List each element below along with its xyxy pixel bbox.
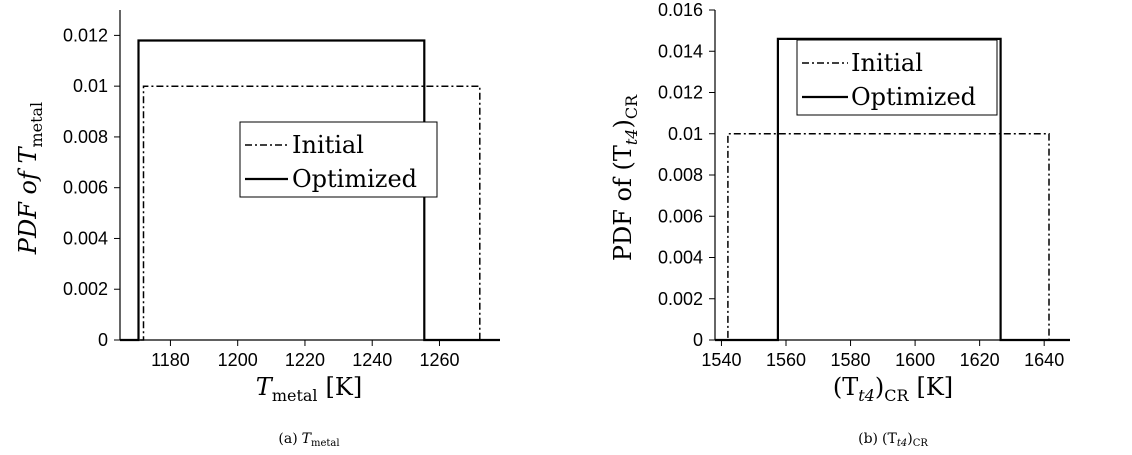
chart-a-y-label: PDF of Tmetal bbox=[14, 102, 46, 255]
chart-b-x-tick-label: 1620 bbox=[960, 350, 1000, 370]
chart-a-legend-box bbox=[239, 121, 438, 198]
chart-a-y-tick-label: 0.008 bbox=[63, 127, 108, 147]
chart-a-series-optimized bbox=[120, 39, 500, 342]
chart-a-x-tick-label: 1200 bbox=[218, 350, 258, 370]
chart-b-y-label: PDF of (Tt4)CR bbox=[609, 94, 641, 261]
chart-a-x-label: Tmetal [K] bbox=[256, 373, 362, 405]
chart-b-caption-sub: t4 bbox=[897, 438, 907, 449]
chart-b-x-label: (Tt4)CR [K] bbox=[833, 373, 953, 405]
chart-b-x-label-sub2: CR bbox=[884, 386, 909, 405]
chart-b-y-tick-label: 0.01 bbox=[668, 124, 703, 144]
chart-b-x-tick-label: 1540 bbox=[701, 350, 741, 370]
chart-b: 1540 1560 1580 1600 1620 1640 0 0.002 0.004 0.00… bbox=[609, 0, 1070, 449]
chart-b-legend-optimized-label: Optimized bbox=[851, 83, 976, 111]
chart-a-x-label-unit: [K] bbox=[326, 373, 363, 401]
chart-b-y-label-close: ) bbox=[609, 119, 637, 128]
chart-b-legend-box bbox=[796, 39, 998, 116]
chart-b-y-label-main: PDF of (T bbox=[609, 145, 637, 261]
chart-b-x-label-unit: [K] bbox=[917, 373, 954, 401]
chart-a-y-tick-label: 0.002 bbox=[63, 279, 108, 299]
chart-b-y-label-sub: t4 bbox=[622, 129, 641, 146]
chart-b-y-tick-label: 0.004 bbox=[658, 248, 703, 268]
chart-a-legend-optimized-label: Optimized bbox=[292, 165, 417, 193]
chart-b-x-label-main: (T bbox=[833, 373, 858, 401]
chart-a-y-tick-label: 0.006 bbox=[63, 178, 108, 198]
chart-b-y-tick-label: 0.012 bbox=[658, 83, 703, 103]
chart-b-x-label-close: ) bbox=[875, 373, 884, 401]
chart-b-legend: Initial Optimized bbox=[796, 39, 998, 116]
chart-b-y-tick-label: 0.006 bbox=[658, 206, 703, 226]
chart-a-caption: (a) Tmetal bbox=[278, 431, 339, 449]
chart-a-x-tick-label: 1260 bbox=[419, 350, 459, 370]
chart-a: 1180 1200 1220 1240 1260 0 0.002 0.004 0.006 0.0… bbox=[14, 10, 500, 449]
chart-a-legend: Initial Optimized bbox=[239, 121, 438, 198]
chart-b-caption: (b) (Tt4)CR bbox=[858, 431, 928, 449]
chart-b-legend-initial-label: Initial bbox=[851, 49, 923, 77]
chart-b-y-tick-label: 0.014 bbox=[658, 41, 703, 61]
chart-b-caption-prefix: (b) bbox=[858, 431, 878, 447]
chart-a-x-label-sub: metal bbox=[272, 386, 318, 405]
chart-a-caption-sub: metal bbox=[311, 438, 340, 449]
chart-b-y-tick-label: 0 bbox=[693, 330, 703, 350]
chart-b-x-label-sub: t4 bbox=[858, 386, 875, 405]
chart-b-caption-close: ) bbox=[907, 431, 912, 447]
chart-b-y-tick-label: 0.016 bbox=[658, 0, 703, 20]
chart-a-caption-prefix: (a) bbox=[278, 431, 297, 447]
chart-b-y-tick-label: 0.008 bbox=[658, 165, 703, 185]
chart-a-y-label-sub: metal bbox=[27, 102, 46, 148]
chart-a-y-tick-label: 0 bbox=[98, 330, 108, 350]
chart-b-y-label-sub2: CR bbox=[622, 94, 641, 119]
chart-a-y-label-main: PDF of T bbox=[14, 146, 42, 256]
chart-b-x-tick-label: 1640 bbox=[1024, 350, 1064, 370]
chart-a-caption-main: T bbox=[302, 431, 313, 447]
chart-a-x-tick-label: 1240 bbox=[352, 350, 392, 370]
chart-b-y-tick-label: 0.002 bbox=[658, 289, 703, 309]
chart-a-y-tick-label: 0.012 bbox=[63, 25, 108, 45]
chart-b-caption-sub2: CR bbox=[913, 438, 929, 449]
chart-b-caption-main: (T bbox=[882, 431, 897, 447]
chart-a-x-tick-label: 1180 bbox=[151, 350, 190, 370]
chart-b-series-optimized bbox=[715, 37, 1070, 342]
chart-a-y-tick-label: 0.01 bbox=[73, 76, 108, 96]
chart-b-series-initial bbox=[715, 133, 1070, 341]
chart-a-x-label-main: T bbox=[256, 373, 274, 401]
chart-b-x-tick-label: 1560 bbox=[766, 350, 806, 370]
chart-a-y-tick-label: 0.004 bbox=[63, 228, 108, 248]
chart-a-x-tick-label: 1220 bbox=[285, 350, 325, 370]
chart-b-x-tick-label: 1600 bbox=[895, 350, 935, 370]
chart-b-x-tick-label: 1580 bbox=[831, 350, 871, 370]
chart-a-legend-initial-label: Initial bbox=[292, 131, 364, 159]
